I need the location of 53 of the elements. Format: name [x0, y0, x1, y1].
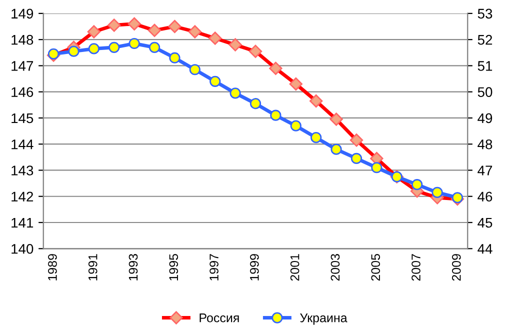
y-tick-label: 148	[12, 34, 34, 45]
point	[330, 144, 342, 155]
point	[452, 192, 464, 204]
legend-label: Украина	[300, 314, 348, 325]
y-tick-label: 141	[12, 218, 34, 228]
point	[210, 76, 221, 87]
x-tick-label: 2009	[452, 254, 461, 281]
y2-tick-label: 44	[478, 244, 492, 254]
point	[432, 186, 443, 198]
point	[310, 132, 322, 144]
y-tick-label: 145	[12, 113, 34, 124]
point	[350, 152, 362, 164]
point	[250, 98, 262, 110]
y-tick-label: 144	[12, 140, 34, 150]
point	[148, 42, 160, 53]
point	[412, 179, 423, 190]
x-tick-label: 2007	[412, 254, 420, 281]
x-tick-label: 2005	[371, 254, 380, 281]
y-tick-label: 147	[12, 61, 34, 71]
y-tick-label: 146	[12, 87, 34, 98]
point	[88, 43, 100, 54]
y-tick-label: 143	[12, 166, 34, 176]
y2-tick-label: 45	[478, 218, 492, 228]
y2-tick-label: 47	[478, 166, 492, 176]
y2-tick-label: 51	[478, 61, 492, 71]
y2-tick-label: 50	[478, 87, 492, 98]
y2-tick-label: 52	[478, 34, 492, 45]
point	[48, 48, 60, 60]
y-tick-label: 149	[12, 8, 34, 19]
x-tick-label: 2003	[330, 254, 340, 281]
x-tick-label: 1993	[128, 254, 138, 280]
y2-tick-label: 53	[478, 8, 492, 19]
point	[169, 52, 180, 64]
y-tick-label: 140	[12, 244, 34, 254]
y2-tick-label: 49	[478, 113, 492, 124]
point	[189, 64, 200, 76]
y2-tick-label: 46	[478, 192, 492, 202]
legend-label: Россия	[200, 314, 239, 322]
point	[68, 46, 80, 57]
point	[371, 162, 382, 174]
x-tick-label: 1991	[88, 254, 98, 280]
x-tick-label: 1995	[169, 254, 178, 280]
point	[230, 88, 241, 99]
x-tick-label: 2001	[290, 254, 300, 281]
point	[128, 38, 140, 50]
y-tick-label: 142	[12, 192, 34, 202]
point	[270, 110, 282, 121]
point	[290, 120, 302, 132]
x-tick-label: 1999	[250, 254, 259, 280]
point	[108, 42, 120, 53]
x-tick-label: 1997	[210, 254, 218, 280]
y2-tick-label: 48	[478, 139, 492, 150]
x-tick-label: 1989	[48, 254, 57, 280]
